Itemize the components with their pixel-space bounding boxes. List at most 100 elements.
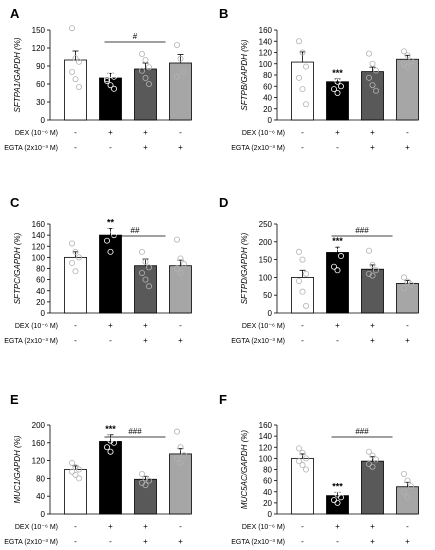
- y-tick-label: 50: [263, 291, 272, 300]
- y-tick-label: 80: [36, 265, 45, 274]
- egta-sign: -: [301, 336, 304, 345]
- egta-sign: -: [74, 143, 77, 152]
- y-tick-label: 0: [268, 510, 273, 519]
- significance-stars: ***: [105, 424, 116, 434]
- bar-2: [99, 77, 122, 121]
- dex-sign: +: [335, 321, 340, 330]
- egta-row-label: EGTA (2x10⁻³ M): [231, 338, 285, 345]
- bracket-label: ###: [355, 427, 369, 436]
- data-point: [142, 57, 149, 64]
- y-tick-label: 60: [263, 82, 272, 91]
- data-point: [369, 261, 376, 268]
- y-tick-label: 160: [259, 421, 273, 430]
- data-point: [104, 444, 111, 451]
- data-point: [295, 38, 302, 45]
- data-point: [138, 470, 145, 477]
- dex-sign: +: [143, 321, 148, 330]
- panel-a: 0 30 60 90 120 150 SFTPA1/GAPDH (%) # DEX (10⁻⁶ …: [4, 25, 192, 152]
- y-tick-label: 0: [41, 309, 46, 318]
- data-point: [138, 67, 145, 74]
- data-point: [372, 67, 379, 74]
- bar-3: [361, 268, 384, 314]
- data-point: [180, 261, 187, 268]
- data-point: [330, 69, 337, 76]
- bar-4: [169, 62, 192, 121]
- significance-stars: ***: [332, 68, 343, 78]
- y-tick-label: 60: [263, 477, 272, 486]
- y-tick-label: 30: [36, 98, 45, 107]
- y-tick-label: 140: [32, 231, 46, 240]
- data-point: [138, 269, 145, 276]
- bar-1: [64, 469, 87, 515]
- y-tick-label: 80: [263, 466, 272, 475]
- data-point: [142, 258, 149, 265]
- panel-e: 0 40 80 120 160 200 MUC1/GAPDH (%) *** ### DEX (1…: [4, 421, 192, 546]
- data-point: [330, 263, 337, 270]
- data-point: [372, 456, 379, 463]
- dex-row-label: DEX (10⁻⁶ M): [242, 130, 285, 137]
- data-point: [369, 452, 376, 459]
- data-point: [295, 445, 302, 452]
- egta-sign: +: [143, 143, 148, 152]
- data-point: [145, 264, 152, 271]
- y-axis-label: SFTPB/GAPDH (%): [240, 39, 249, 110]
- y-tick-label: 140: [259, 432, 273, 441]
- dex-sign: +: [370, 128, 375, 137]
- data-point: [69, 25, 76, 32]
- dex-sign: -: [406, 128, 409, 137]
- dex-sign: -: [301, 321, 304, 330]
- dex-sign: +: [370, 522, 375, 531]
- data-point: [372, 87, 379, 94]
- egta-sign: -: [301, 537, 304, 546]
- data-point: [302, 101, 309, 108]
- y-tick-label: 80: [263, 71, 272, 80]
- y-tick-label: 200: [32, 421, 46, 430]
- dex-sign: -: [179, 522, 182, 531]
- y-tick-label: 60: [36, 276, 45, 285]
- data-point: [107, 248, 114, 255]
- y-tick-label: 250: [259, 220, 273, 229]
- y-tick-label: 0: [41, 510, 46, 519]
- panel-e-letter: E: [10, 392, 19, 407]
- bar-3: [361, 71, 384, 121]
- egta-sign: -: [109, 336, 112, 345]
- dex-sign: +: [108, 321, 113, 330]
- data-point: [365, 270, 372, 277]
- panel-a-letter: A: [10, 6, 20, 21]
- data-point: [299, 256, 306, 263]
- y-axis-label: SFTPA1/GAPDH (%): [13, 37, 22, 112]
- data-point: [295, 74, 302, 81]
- egta-sign: +: [405, 143, 410, 152]
- y-tick-label: 140: [259, 37, 273, 46]
- dex-sign: +: [143, 522, 148, 531]
- data-point: [407, 281, 414, 288]
- data-point: [76, 475, 83, 482]
- panel-b-letter: B: [219, 6, 229, 21]
- data-point: [369, 463, 376, 470]
- dex-sign: +: [108, 522, 113, 531]
- y-axis-label: SFTPC/GAPDH (%): [13, 232, 22, 304]
- egta-sign: +: [370, 336, 375, 345]
- dex-row-label: DEX (10⁻⁶ M): [15, 323, 58, 330]
- y-tick-label: 120: [259, 443, 273, 452]
- dex-sign: -: [74, 321, 77, 330]
- egta-sign: +: [178, 143, 183, 152]
- egta-sign: +: [405, 537, 410, 546]
- data-point: [145, 477, 152, 484]
- bracket-label: ###: [128, 427, 142, 436]
- bar-2: [326, 252, 349, 314]
- y-tick-label: 40: [36, 287, 45, 296]
- data-point: [299, 86, 306, 93]
- dex-sign: -: [406, 522, 409, 531]
- data-point: [334, 244, 341, 251]
- data-point: [177, 55, 184, 62]
- data-point: [69, 459, 76, 466]
- data-point: [295, 248, 302, 255]
- data-point: [407, 57, 414, 64]
- data-point: [104, 237, 111, 244]
- y-axis-label: MUC1/GAPDH (%): [13, 435, 22, 503]
- bracket-label: ##: [131, 226, 140, 235]
- panel-f-letter: F: [219, 392, 227, 407]
